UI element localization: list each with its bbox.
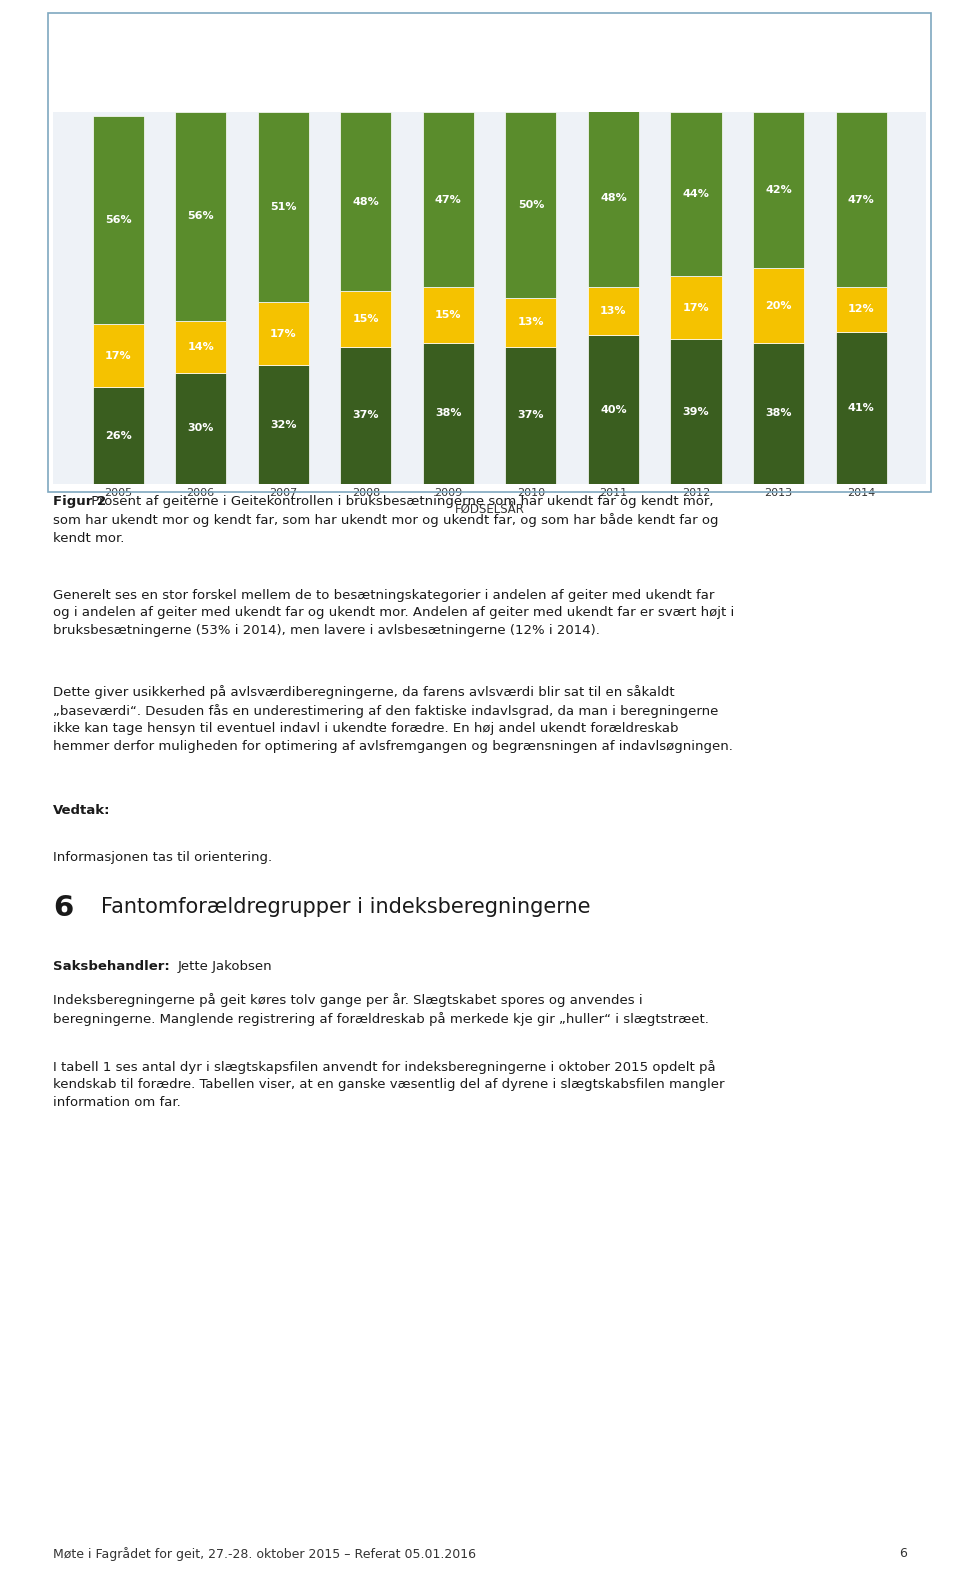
Text: 13%: 13%	[517, 318, 544, 327]
Text: Saksbehandler:: Saksbehandler:	[53, 960, 170, 973]
X-axis label: FØDSELSÅR: FØDSELSÅR	[455, 503, 524, 517]
Text: 15%: 15%	[435, 310, 462, 320]
Text: Indeksberegningerne på geit køres tolv gange per år. Slægtskabet spores og anven: Indeksberegningerne på geit køres tolv g…	[53, 993, 708, 1027]
Bar	[257, 112, 309, 302]
Bar	[422, 112, 474, 286]
Text: 37%: 37%	[352, 410, 379, 421]
Bar	[340, 291, 392, 346]
Text: 15%: 15%	[352, 313, 379, 324]
Text: 48%: 48%	[352, 196, 379, 207]
Bar	[175, 373, 227, 484]
Text: 42%: 42%	[765, 185, 792, 196]
Text: Dette giver usikkerhed på avlsværdiberegningerne, da farens avlsværdi blir sat t: Dette giver usikkerhed på avlsværdibereg…	[53, 685, 732, 753]
Text: 51%: 51%	[270, 202, 297, 212]
Bar	[340, 112, 392, 291]
Bar	[753, 112, 804, 269]
Text: I tabell 1 ses antal dyr i slægtskapsfilen anvendt for indeksberegningerne i okt: I tabell 1 ses antal dyr i slægtskapsfil…	[53, 1060, 724, 1109]
Bar	[670, 112, 722, 275]
Bar	[257, 302, 309, 365]
Text: 48%: 48%	[600, 193, 627, 202]
Text: 12%: 12%	[848, 304, 875, 315]
Bar	[92, 115, 144, 324]
Text: 32%: 32%	[270, 419, 297, 430]
Bar	[340, 346, 392, 484]
Text: Generelt ses en stor forskel mellem de to besætningskategorier i andelen af geit: Generelt ses en stor forskel mellem de t…	[53, 589, 734, 636]
Bar	[588, 335, 639, 484]
Text: 44%: 44%	[683, 190, 709, 199]
Bar	[588, 109, 639, 286]
Text: 30%: 30%	[187, 424, 214, 433]
Text: 13%: 13%	[600, 307, 627, 316]
Text: 41%: 41%	[848, 403, 875, 413]
Text: 56%: 56%	[187, 212, 214, 221]
Text: 6: 6	[900, 1547, 907, 1560]
Text: Fantomforældregrupper i indeksberegningerne: Fantomforældregrupper i indeksberegninge…	[101, 897, 590, 918]
Text: 17%: 17%	[105, 351, 132, 361]
Text: 17%: 17%	[683, 302, 709, 313]
Bar	[505, 297, 557, 346]
Text: 6: 6	[53, 894, 73, 922]
Text: 20%: 20%	[765, 301, 792, 310]
Text: Vedtak:: Vedtak:	[53, 804, 110, 816]
Text: 17%: 17%	[270, 329, 297, 339]
Bar	[753, 343, 804, 484]
Text: 40%: 40%	[600, 405, 627, 414]
Text: 39%: 39%	[683, 407, 709, 416]
Text: Informasjonen tas til orientering.: Informasjonen tas til orientering.	[53, 851, 272, 864]
Text: Møte i Fagrådet for geit, 27.-28. oktober 2015 – Referat 05.01.2016: Møte i Fagrådet for geit, 27.-28. oktobe…	[53, 1547, 476, 1561]
Bar	[835, 332, 887, 484]
Bar	[505, 346, 557, 484]
Text: 38%: 38%	[435, 408, 462, 419]
Text: 47%: 47%	[848, 195, 875, 204]
Text: Prosent af geiterne i Geitekontrollen i bruksbesætningerne som har ukendt far og: Prosent af geiterne i Geitekontrollen i …	[53, 495, 718, 544]
Bar	[175, 112, 227, 321]
Text: 38%: 38%	[765, 408, 792, 419]
Bar	[835, 286, 887, 332]
Text: 26%: 26%	[105, 430, 132, 441]
Text: 14%: 14%	[187, 342, 214, 351]
Bar	[257, 365, 309, 484]
Bar	[92, 324, 144, 388]
Bar	[670, 275, 722, 339]
Text: Jette Jakobsen: Jette Jakobsen	[178, 960, 273, 973]
Text: 47%: 47%	[435, 195, 462, 204]
Bar	[588, 286, 639, 335]
Text: 37%: 37%	[517, 410, 544, 421]
Bar	[753, 269, 804, 343]
Bar	[422, 343, 474, 484]
Text: Figur 2: Figur 2	[53, 495, 106, 508]
Bar	[422, 286, 474, 343]
Text: 50%: 50%	[517, 201, 544, 210]
Bar	[175, 321, 227, 373]
Bar	[670, 339, 722, 484]
Bar	[92, 388, 144, 484]
Bar	[505, 112, 557, 297]
Bar	[835, 112, 887, 286]
Text: 56%: 56%	[105, 215, 132, 225]
